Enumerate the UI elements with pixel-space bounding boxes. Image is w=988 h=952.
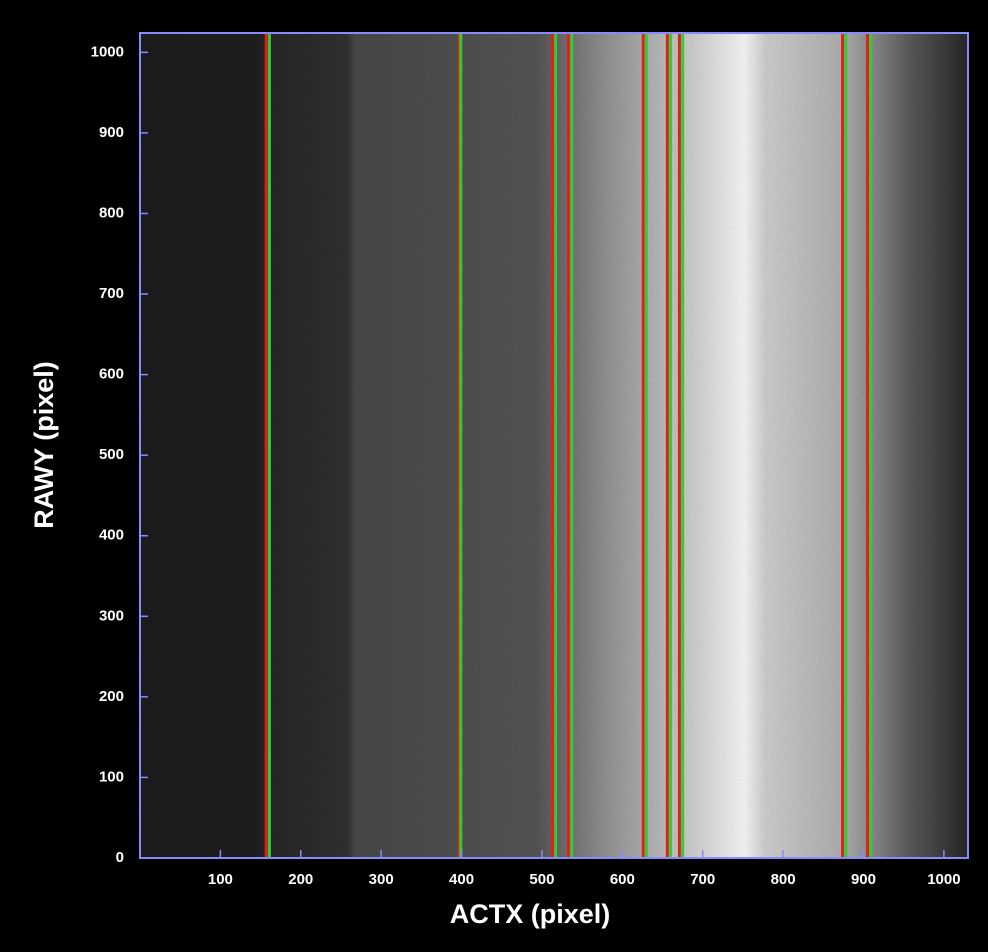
x-tick-label: 200 xyxy=(288,871,313,888)
y-tick-label: 900 xyxy=(99,124,124,141)
image-noise xyxy=(140,33,968,858)
x-tick-label: 800 xyxy=(771,871,796,888)
x-tick-label: 300 xyxy=(369,871,394,888)
x-tick-label: 1000 xyxy=(927,871,960,888)
x-tick-label: 600 xyxy=(610,871,635,888)
plot-frame xyxy=(139,32,969,859)
y-tick-label: 300 xyxy=(99,607,124,624)
y-tick-label: 400 xyxy=(99,527,124,544)
y-tick-label: 800 xyxy=(99,204,124,221)
y-tick-label: 500 xyxy=(99,446,124,463)
x-tick-label: 900 xyxy=(851,871,876,888)
y-tick-label: 600 xyxy=(99,366,124,383)
x-tick-label: 400 xyxy=(449,871,474,888)
plot-area xyxy=(140,33,968,858)
x-tick-label: 700 xyxy=(690,871,715,888)
y-tick-label: 100 xyxy=(99,768,124,785)
y-tick-label: 0 xyxy=(116,849,124,866)
y-tick-label: 200 xyxy=(99,688,124,705)
x-axis-label: ACTX (pixel) xyxy=(450,899,611,929)
y-tick-label: 700 xyxy=(99,285,124,302)
x-tick-label: 100 xyxy=(208,871,233,888)
y-tick-label: 1000 xyxy=(91,43,124,60)
y-axis-label: RAWY (pixel) xyxy=(29,361,59,529)
x-tick-label: 500 xyxy=(529,871,554,888)
